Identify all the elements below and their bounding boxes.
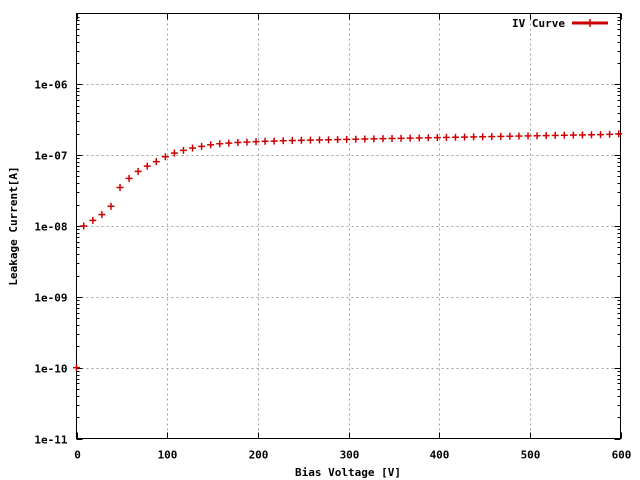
data-point <box>207 141 215 149</box>
data-point <box>524 132 532 140</box>
data-point <box>315 136 323 144</box>
data-point <box>551 131 559 139</box>
data-point <box>261 137 269 145</box>
data-point <box>270 137 278 145</box>
x-tick-label: 500 <box>521 449 541 462</box>
x-tick-label: 200 <box>249 449 269 462</box>
data-point <box>216 140 224 148</box>
legend-marker-icon <box>586 19 594 27</box>
data-point <box>569 131 577 139</box>
data-point <box>497 132 505 140</box>
x-tick-label: 100 <box>158 449 178 462</box>
data-point <box>424 134 432 142</box>
data-point <box>89 216 97 224</box>
y-tick-label: 1e-08 <box>34 221 67 234</box>
data-point <box>370 135 378 143</box>
data-points <box>73 130 623 372</box>
data-point <box>279 137 287 145</box>
data-point <box>116 183 124 191</box>
data-point <box>297 136 305 144</box>
data-point <box>606 130 614 138</box>
data-point <box>479 133 487 141</box>
x-tick-label: 400 <box>430 449 450 462</box>
data-point <box>125 174 133 182</box>
data-point <box>143 162 151 170</box>
data-point <box>343 135 351 143</box>
grid <box>76 13 621 439</box>
data-point <box>234 138 242 146</box>
data-point <box>397 134 405 142</box>
data-point <box>98 211 106 219</box>
data-point <box>451 133 459 141</box>
data-point <box>587 131 595 139</box>
data-point <box>379 135 387 143</box>
data-point <box>578 131 586 139</box>
data-point <box>406 134 414 142</box>
data-point <box>597 131 605 139</box>
data-point <box>198 142 206 150</box>
y-tick-label: 1e-06 <box>34 79 67 92</box>
legend: IV Curve <box>512 17 608 30</box>
data-point <box>225 139 233 147</box>
data-point <box>306 136 314 144</box>
data-point <box>161 153 169 161</box>
data-point <box>189 144 197 152</box>
data-point <box>252 138 260 146</box>
data-point <box>542 132 550 140</box>
data-point <box>442 133 450 141</box>
x-tick-label: 600 <box>612 449 632 462</box>
y-tick-label: 1e-07 <box>34 150 67 163</box>
data-point <box>515 132 523 140</box>
y-axis-title: Leakage Current[A] <box>7 166 20 285</box>
data-point <box>470 133 478 141</box>
legend-label: IV Curve <box>512 17 565 30</box>
data-point <box>80 222 88 230</box>
data-point <box>152 158 160 166</box>
data-point <box>361 135 369 143</box>
data-point <box>560 131 568 139</box>
data-point <box>243 138 251 146</box>
y-tick-label: 1e-09 <box>34 292 67 305</box>
data-point <box>334 136 342 144</box>
data-point <box>107 202 115 210</box>
data-point <box>352 135 360 143</box>
axis-ticks: 0 100 200 300 400 500 600 1e-11 1e-10 1e-09 1e-08 1… <box>34 13 632 462</box>
data-point <box>134 167 142 175</box>
y-tick-label: 1e-11 <box>34 434 67 447</box>
data-point <box>506 132 514 140</box>
data-point <box>388 134 396 142</box>
data-point <box>73 364 80 372</box>
data-point <box>488 133 496 141</box>
data-point <box>325 136 333 144</box>
data-point <box>288 137 296 145</box>
data-point <box>179 146 187 154</box>
x-tick-label: 300 <box>340 449 360 462</box>
x-tick-label: 0 <box>74 449 81 462</box>
y-tick-label: 1e-10 <box>34 363 67 376</box>
x-axis-title: Bias Voltage [V] <box>295 466 401 479</box>
data-point <box>433 134 441 142</box>
data-point <box>461 133 469 141</box>
data-point <box>533 132 541 140</box>
data-point <box>170 149 178 157</box>
data-point <box>615 130 623 138</box>
data-point <box>415 134 423 142</box>
